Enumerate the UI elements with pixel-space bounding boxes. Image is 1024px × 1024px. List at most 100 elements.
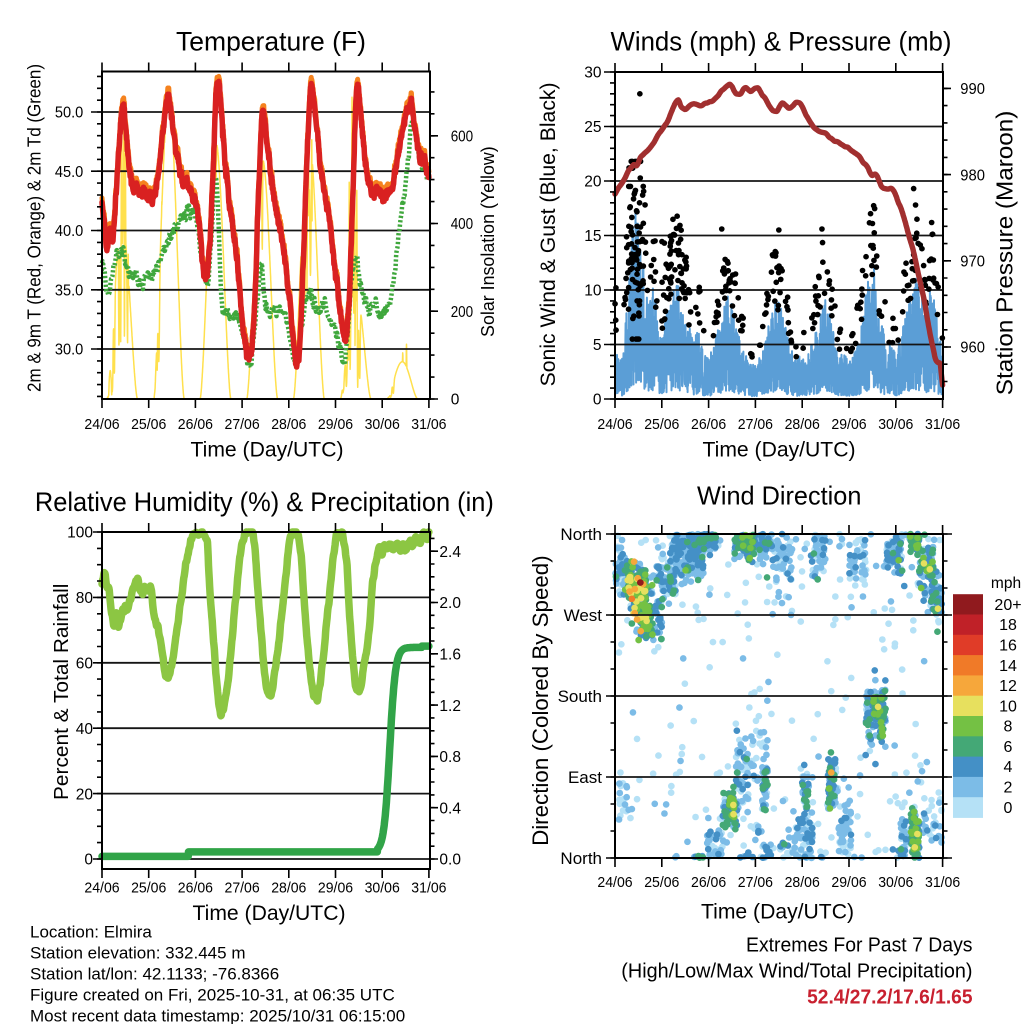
svg-text:20+: 20+ — [994, 597, 1021, 614]
svg-text:45.0: 45.0 — [55, 164, 84, 181]
svg-text:30/06: 30/06 — [878, 416, 913, 433]
svg-text:29/06: 29/06 — [318, 416, 353, 433]
svg-text:31/06: 31/06 — [411, 880, 446, 897]
svg-text:5: 5 — [593, 337, 602, 354]
svg-text:600: 600 — [451, 128, 474, 145]
svg-text:10: 10 — [999, 698, 1017, 715]
svg-text:400: 400 — [451, 216, 474, 233]
svg-text:10: 10 — [584, 283, 602, 300]
svg-text:Temperature (F): Temperature (F) — [176, 27, 366, 57]
svg-text:31/06: 31/06 — [411, 416, 446, 433]
svg-text:15: 15 — [584, 228, 601, 245]
svg-text:25: 25 — [584, 119, 601, 136]
svg-text:Direction (Colored By Speed): Direction (Colored By Speed) — [528, 555, 553, 846]
svg-text:980: 980 — [960, 167, 985, 184]
svg-text:1.2: 1.2 — [439, 698, 461, 715]
svg-text:0: 0 — [451, 392, 460, 409]
svg-text:30/06: 30/06 — [365, 880, 400, 897]
svg-text:28/06: 28/06 — [785, 416, 820, 433]
svg-text:29/06: 29/06 — [831, 874, 866, 891]
svg-text:18: 18 — [999, 617, 1017, 634]
svg-text:Extremes For Past 7 Days: Extremes For Past 7 Days — [746, 935, 973, 957]
svg-text:14: 14 — [999, 658, 1017, 675]
svg-text:12: 12 — [999, 678, 1017, 695]
svg-text:31/06: 31/06 — [925, 874, 960, 891]
svg-text:2m & 9m T (Red, Orange) & 2m T: 2m & 9m T (Red, Orange) & 2m Td (Green) — [24, 64, 45, 392]
svg-text:6: 6 — [1004, 739, 1013, 756]
svg-text:970: 970 — [960, 254, 985, 271]
svg-text:26/06: 26/06 — [178, 416, 213, 433]
svg-text:100: 100 — [67, 525, 93, 542]
svg-text:North: North — [560, 525, 602, 544]
svg-text:24/06: 24/06 — [597, 416, 632, 433]
svg-text:South: South — [558, 687, 602, 706]
svg-text:Time (Day/UTC): Time (Day/UTC) — [701, 901, 854, 924]
svg-text:30/06: 30/06 — [365, 416, 400, 433]
svg-text:Most recent data timestamp: 20: Most recent data timestamp: 2025/10/31 0… — [30, 1007, 405, 1024]
svg-text:Relative Humidity (%) & Precip: Relative Humidity (%) & Precipitation (i… — [35, 487, 494, 517]
svg-text:24/06: 24/06 — [84, 416, 119, 433]
svg-text:0.0: 0.0 — [439, 852, 461, 869]
svg-text:200: 200 — [451, 304, 474, 321]
svg-text:24/06: 24/06 — [597, 874, 632, 891]
svg-text:25/06: 25/06 — [644, 874, 679, 891]
svg-text:27/06: 27/06 — [738, 416, 773, 433]
svg-text:29/06: 29/06 — [318, 880, 353, 897]
svg-text:Time (Day/UTC): Time (Day/UTC) — [193, 902, 346, 925]
svg-text:Station Pressure (Maroon): Station Pressure (Maroon) — [992, 111, 1018, 396]
svg-text:50.0: 50.0 — [55, 105, 84, 122]
svg-text:960: 960 — [960, 340, 985, 357]
svg-text:0: 0 — [593, 392, 602, 409]
svg-text:West: West — [564, 606, 603, 625]
svg-text:31/06: 31/06 — [925, 416, 960, 433]
svg-text:8: 8 — [1004, 719, 1013, 736]
svg-text:0: 0 — [84, 852, 93, 869]
svg-text:990: 990 — [960, 81, 985, 98]
svg-text:25/06: 25/06 — [131, 416, 166, 433]
svg-text:27/06: 27/06 — [225, 416, 260, 433]
svg-text:4: 4 — [1004, 759, 1013, 776]
svg-text:20: 20 — [76, 786, 94, 803]
svg-text:Figure created on Fri, 2025-10: Figure created on Fri, 2025-10-31, at 06… — [30, 985, 395, 1004]
svg-text:Station lat/lon: 42.1133; -76.: Station lat/lon: 42.1133; -76.8366 — [30, 964, 279, 983]
svg-text:0.8: 0.8 — [439, 749, 461, 766]
svg-text:Sonic Wind & Gust (Blue, Black: Sonic Wind & Gust (Blue, Black) — [537, 82, 560, 386]
svg-text:20: 20 — [584, 174, 602, 191]
svg-text:Station elevation: 332.445 m: Station elevation: 332.445 m — [30, 943, 245, 962]
svg-text:29/06: 29/06 — [831, 416, 866, 433]
svg-text:40: 40 — [76, 721, 94, 738]
svg-text:30.0: 30.0 — [55, 342, 84, 359]
svg-text:Solar Insolation (Yellow): Solar Insolation (Yellow) — [478, 146, 498, 337]
svg-text:60: 60 — [76, 656, 94, 673]
svg-text:Location: Elmira: Location: Elmira — [30, 922, 152, 941]
svg-text:Percent & Total Rainfall: Percent & Total Rainfall — [50, 584, 73, 800]
svg-text:27/06: 27/06 — [738, 874, 773, 891]
svg-text:25/06: 25/06 — [131, 880, 166, 897]
svg-text:24/06: 24/06 — [84, 880, 119, 897]
svg-text:Wind Direction: Wind Direction — [697, 483, 861, 511]
svg-text:1.6: 1.6 — [439, 647, 461, 664]
svg-text:2: 2 — [1004, 780, 1013, 797]
svg-text:0.4: 0.4 — [439, 800, 461, 817]
svg-text:0: 0 — [1004, 800, 1013, 817]
svg-text:Time (Day/UTC): Time (Day/UTC) — [191, 439, 344, 462]
svg-text:27/06: 27/06 — [225, 880, 260, 897]
svg-text:28/06: 28/06 — [271, 880, 306, 897]
svg-text:40.0: 40.0 — [55, 223, 84, 240]
svg-text:Time (Day/UTC): Time (Day/UTC) — [703, 439, 856, 462]
svg-text:(High/Low/Max Wind/Total Preci: (High/Low/Max Wind/Total Precipitation) — [621, 961, 972, 983]
svg-text:26/06: 26/06 — [691, 874, 726, 891]
svg-text:35.0: 35.0 — [55, 282, 84, 299]
svg-text:mph: mph — [991, 575, 1021, 592]
svg-text:25/06: 25/06 — [644, 416, 679, 433]
svg-text:North: North — [560, 849, 602, 868]
svg-text:2.0: 2.0 — [439, 595, 461, 612]
svg-text:East: East — [568, 768, 602, 787]
svg-text:26/06: 26/06 — [178, 880, 213, 897]
svg-text:26/06: 26/06 — [691, 416, 726, 433]
svg-text:80: 80 — [76, 590, 94, 607]
svg-text:30: 30 — [584, 65, 602, 82]
svg-text:52.4/27.2/17.6/1.65: 52.4/27.2/17.6/1.65 — [807, 987, 972, 1009]
svg-text:2.4: 2.4 — [439, 544, 461, 561]
svg-text:16: 16 — [999, 638, 1017, 655]
